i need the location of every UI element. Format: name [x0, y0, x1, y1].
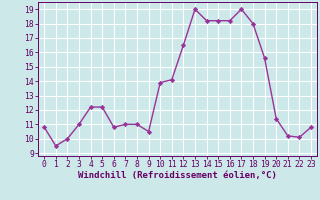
X-axis label: Windchill (Refroidissement éolien,°C): Windchill (Refroidissement éolien,°C)	[78, 171, 277, 180]
